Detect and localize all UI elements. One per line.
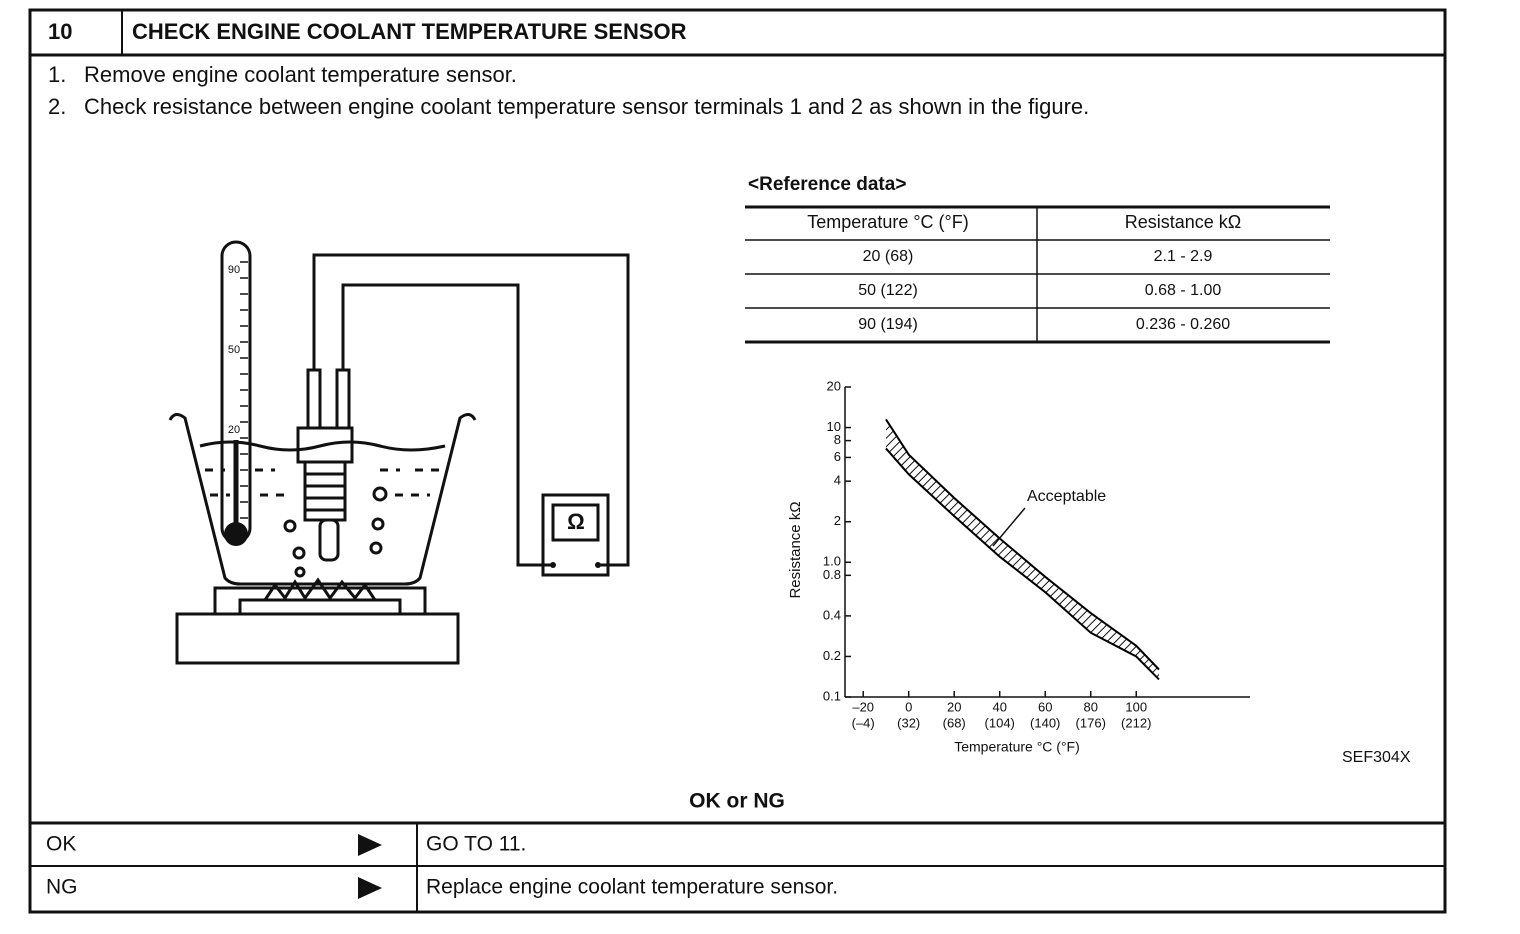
step-text: Check resistance between engine coolant … <box>84 94 1089 119</box>
burner-base <box>175 612 460 665</box>
y-tick-label: 20 <box>827 378 841 393</box>
table-cell: 2.1 - 2.9 <box>1154 248 1213 265</box>
x-tick-label: 0 <box>905 699 912 714</box>
water-surface <box>199 440 446 452</box>
y-tick-label: 2 <box>834 513 841 528</box>
table-cell: 0.68 - 1.00 <box>1145 282 1222 299</box>
x-tick-label: 80 <box>1083 699 1097 714</box>
decision-result: OK <box>46 833 76 856</box>
wire <box>312 253 630 567</box>
table-cell: 20 (68) <box>863 248 914 265</box>
step-number: 10 <box>48 19 72 44</box>
meter-symbol: Ω <box>567 509 585 534</box>
annotation: Acceptable <box>1027 488 1106 505</box>
x-tick-label: 100 <box>1125 699 1147 714</box>
illustration: Ω <box>168 240 630 665</box>
figure-code: SEF304X <box>1342 749 1411 766</box>
step-number: 1. <box>48 62 66 87</box>
table-header: Resistance kΩ <box>1125 212 1242 232</box>
y-tick-label: 0.8 <box>823 567 841 582</box>
bubble <box>369 541 383 555</box>
decision-action: Replace engine coolant temperature senso… <box>426 876 838 899</box>
wire <box>341 283 553 567</box>
sensor-thread-lines <box>305 472 345 512</box>
y-tick-label: 0.1 <box>823 688 841 703</box>
step-title: CHECK ENGINE COOLANT TEMPERATURE SENSOR <box>132 19 687 44</box>
annotation-leader <box>992 507 1026 547</box>
thermometer-mark: 90 <box>228 264 240 276</box>
flame <box>263 577 377 601</box>
y-tick-label: 10 <box>827 419 841 434</box>
ohmmeter <box>541 493 610 577</box>
x-tick-sublabel: (–4) <box>852 715 875 730</box>
bubble <box>371 517 385 531</box>
bubble <box>372 486 388 502</box>
pot <box>168 413 477 586</box>
y-tick-label: 0.2 <box>823 648 841 663</box>
y-tick-label: 8 <box>834 432 841 447</box>
thermometer-mark: 50 <box>228 344 240 356</box>
y-tick-label: 4 <box>834 473 841 488</box>
terminal <box>595 562 601 568</box>
thermometer-bulb <box>224 522 248 546</box>
y-tick-label: 6 <box>834 449 841 464</box>
x-tick-label: 20 <box>947 699 961 714</box>
x-tick-sublabel: (176) <box>1076 715 1106 730</box>
bubbles <box>283 486 388 578</box>
bubble <box>283 519 297 533</box>
sensor-lead <box>306 368 322 430</box>
x-tick-label: 40 <box>992 699 1006 714</box>
table-cell: 0.236 - 0.260 <box>1136 316 1230 333</box>
terminal <box>550 562 556 568</box>
band-edge <box>885 418 1160 671</box>
x-tick-sublabel: (68) <box>943 715 966 730</box>
thermometer-mark: 20 <box>228 424 240 436</box>
band-edge <box>885 447 1160 681</box>
arrow <box>358 834 382 856</box>
table-header: Temperature °C (°F) <box>807 212 968 232</box>
x-tick-sublabel: (104) <box>985 715 1015 730</box>
reference-title: <Reference data> <box>748 174 906 195</box>
arrow <box>358 877 382 899</box>
decision-result: NG <box>46 876 78 899</box>
acceptable-band <box>885 419 1159 680</box>
x-tick-label: 60 <box>1038 699 1052 714</box>
burner-stand <box>213 586 427 614</box>
y-tick-label: 0.4 <box>823 607 841 622</box>
chart: 0.10.20.40.81.024681020–20(–4)0(32)20(68… <box>787 378 1250 755</box>
sensor-lead <box>335 368 351 430</box>
y-tick-label: 1.0 <box>823 554 841 569</box>
table-cell: 50 (122) <box>858 282 918 299</box>
x-tick-label: –20 <box>852 699 874 714</box>
bubble <box>294 566 306 578</box>
decision-title: OK or NG <box>689 790 785 813</box>
y-axis-label: Resistance kΩ <box>787 501 804 598</box>
x-axis-label: Temperature °C (°F) <box>954 739 1080 755</box>
bubble <box>292 546 306 560</box>
x-tick-sublabel: (32) <box>897 715 920 730</box>
table-cell: 90 (194) <box>858 316 918 333</box>
x-tick-sublabel: (140) <box>1030 715 1060 730</box>
step-number: 2. <box>48 94 66 119</box>
decision-action: GO TO 11. <box>426 833 526 856</box>
x-tick-sublabel: (212) <box>1121 715 1151 730</box>
ohmmeter-display <box>551 503 600 542</box>
outer-border <box>28 8 1447 914</box>
step-text: Remove engine coolant temperature sensor… <box>84 62 517 87</box>
sensor-probe <box>318 518 340 562</box>
